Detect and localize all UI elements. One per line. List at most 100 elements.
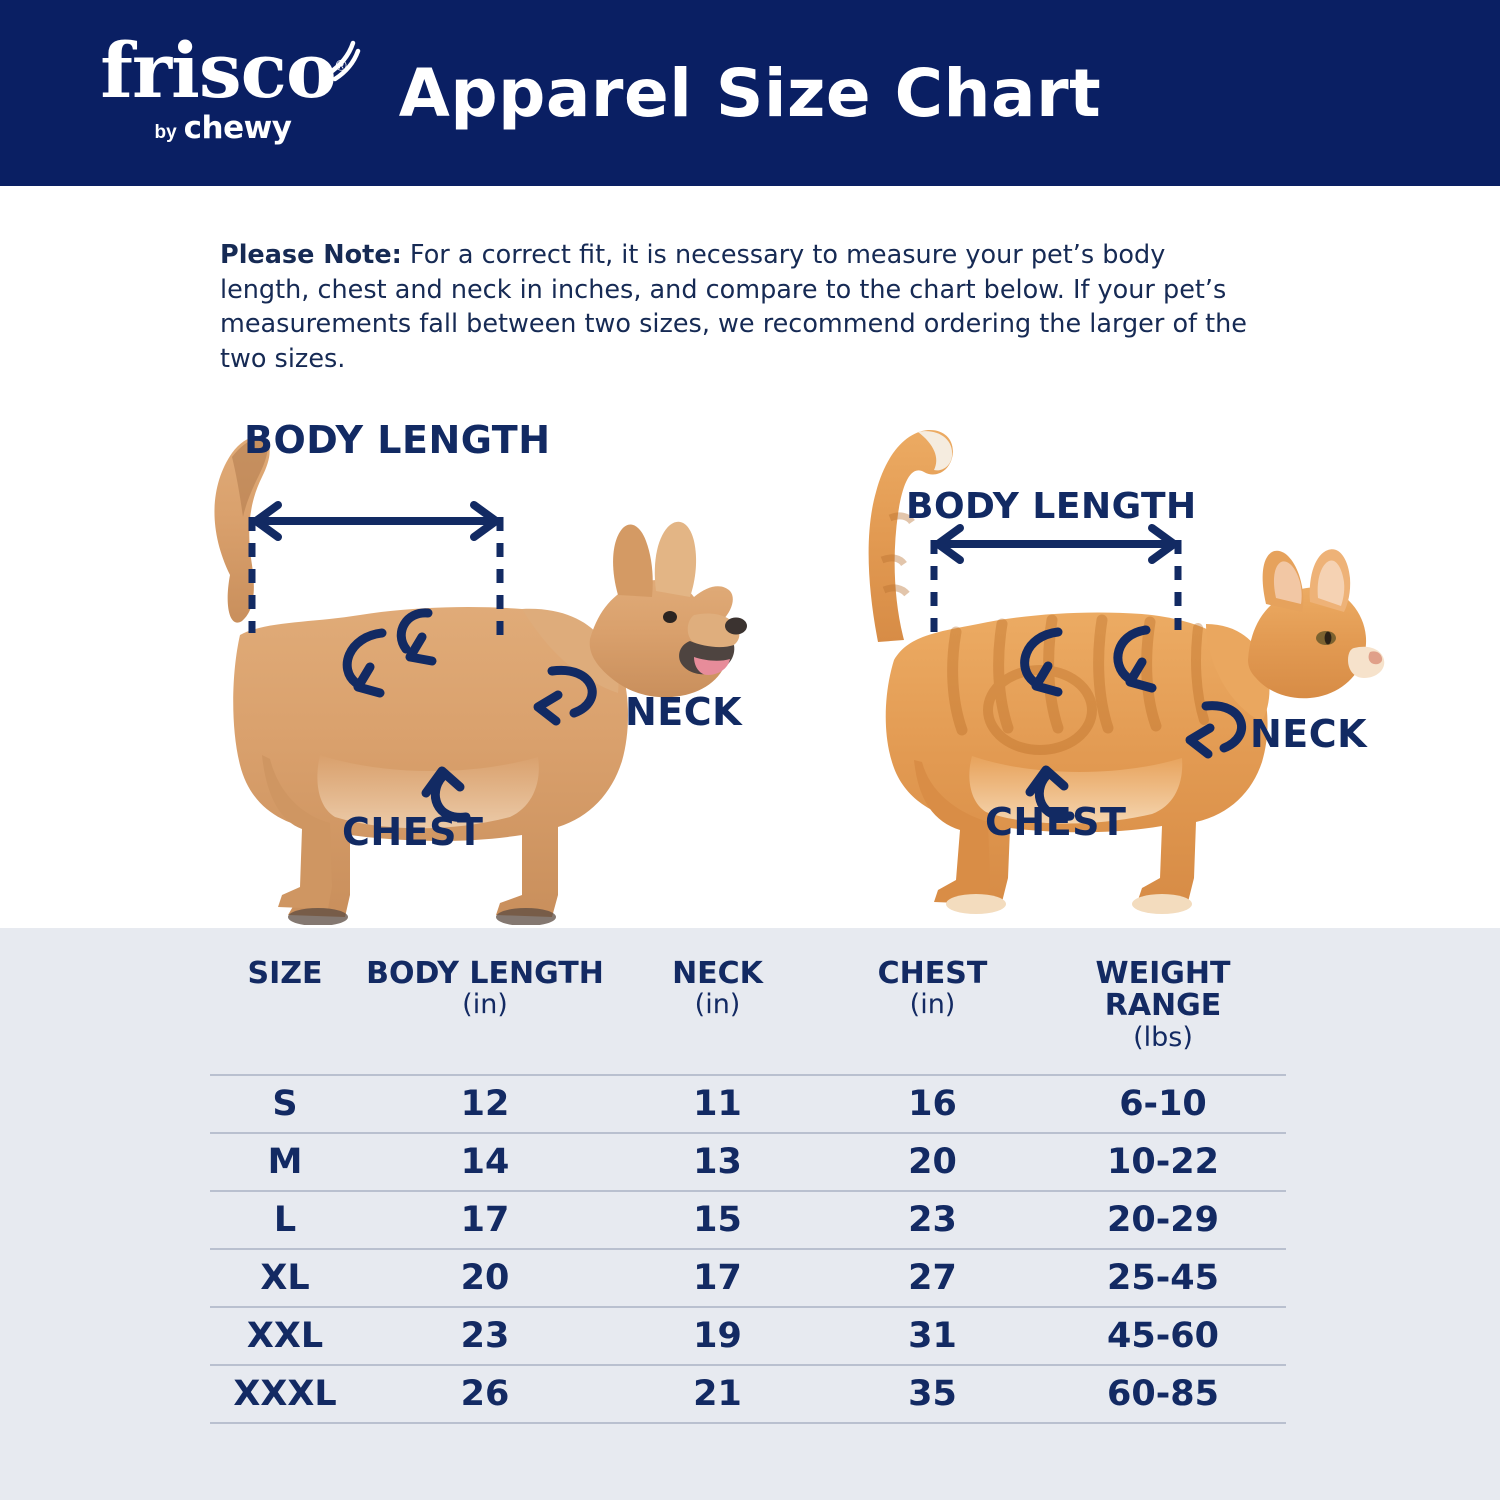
please-note-body: For a correct fit, it is necessary to me… (220, 240, 1247, 375)
cell-weight-range: 60-85 (1040, 1363, 1286, 1424)
cell-neck: 11 (610, 1073, 825, 1133)
cat-belly (969, 756, 1183, 824)
dog-chest-loop-top (342, 628, 387, 688)
dog-tail (214, 437, 270, 623)
cell-size: L (210, 1189, 360, 1249)
dog-paw-rear (288, 908, 348, 925)
table-row: XXXL 26 21 35 60-85 (210, 1363, 1286, 1424)
dog-chest-arrowhead-bottom (421, 766, 465, 798)
cat-nose (1368, 651, 1383, 665)
cat-tail-stripes (880, 512, 915, 597)
cell-body-length: 12 (360, 1073, 610, 1133)
cat-head (1248, 587, 1367, 699)
cell-neck: 21 (610, 1363, 825, 1424)
cat-paw-front (1132, 894, 1192, 914)
dog-chest-loop-mid (396, 608, 433, 654)
cat-chest-label: CHEST (985, 800, 1127, 844)
cat-ear-back-inner (1273, 561, 1302, 604)
dog-neck-arrowhead (533, 690, 563, 726)
dog-arrowhead-left (252, 501, 282, 541)
dog-body-length-label: BODY LENGTH (244, 418, 551, 462)
cell-size: S (210, 1073, 360, 1133)
table-row: M 14 13 20 10-22 (210, 1131, 1286, 1191)
cell-weight-range: 25-45 (1040, 1247, 1286, 1307)
frisco-logo: frisco® by chewy (78, 33, 368, 164)
cell-body-length: 17 (360, 1189, 610, 1249)
dog-eye (663, 611, 677, 623)
cat-chest-arrowhead-bottom (1025, 765, 1069, 797)
cat-body-length-label: BODY LENGTH (906, 486, 1197, 527)
cell-neck: 13 (610, 1131, 825, 1191)
cat-tail-tip (918, 431, 953, 471)
cat-tail (868, 429, 953, 642)
dog-chest-label: CHEST (342, 810, 484, 854)
size-table: SIZE BODY LENGTH (in) NECK (in) CHEST (i… (210, 956, 1286, 1424)
dog-nose (725, 617, 747, 635)
cat-neck-loop (1201, 701, 1246, 753)
table-row: S 12 11 16 6-10 (210, 1073, 1286, 1133)
table-row: L 17 15 23 20-29 (210, 1189, 1286, 1249)
table-header-row: SIZE BODY LENGTH (in) NECK (in) CHEST (i… (210, 956, 1286, 1075)
dog-illustration (214, 437, 747, 925)
dog-ear-front (654, 521, 697, 597)
column-header-size: SIZE (247, 956, 323, 991)
by-label: by (154, 122, 177, 144)
page-header: frisco® by chewy Apparel Size Chart (0, 0, 1500, 186)
cat-neck-arrowhead (1185, 723, 1215, 759)
registered-trademark-icon: ® (335, 57, 347, 75)
cat-neck-arrowhead-inner (1125, 657, 1157, 693)
dog-hind-leg (262, 755, 332, 909)
cell-size: M (210, 1131, 360, 1191)
cell-chest: 23 (825, 1189, 1040, 1249)
chewy-wordmark: chewy (183, 110, 292, 147)
table-row: XXL 23 19 31 45-60 (210, 1305, 1286, 1365)
dog-arrowhead-right (470, 501, 500, 541)
cell-neck: 17 (610, 1247, 825, 1307)
cat-chest-arrowhead-top (1031, 661, 1063, 697)
size-table-section: SIZE BODY LENGTH (in) NECK (in) CHEST (i… (0, 928, 1500, 1500)
column-header-neck: NECK (in) (672, 956, 763, 1021)
dog-tongue (694, 657, 730, 675)
cell-body-length: 26 (360, 1363, 610, 1424)
cell-weight-range: 6-10 (1040, 1073, 1286, 1133)
cell-weight-range: 45-60 (1040, 1305, 1286, 1365)
cell-body-length: 23 (360, 1305, 610, 1365)
measurement-illustrations: BODY LENGTH NECK CHEST (0, 400, 1500, 928)
cell-weight-range: 10-22 (1040, 1131, 1286, 1191)
dog-body (233, 607, 628, 917)
brand-name: frisco (100, 26, 336, 115)
dog-paw-front (496, 908, 556, 925)
please-note-label: Please Note: (220, 240, 402, 270)
cat-ear-front-inner (1317, 560, 1345, 606)
table-row: XL 20 17 27 25-45 (210, 1247, 1286, 1307)
cell-size: XXL (210, 1305, 360, 1365)
dog-shoulder (522, 608, 619, 693)
please-note-text: Please Note: For a correct fit, it is ne… (220, 238, 1250, 377)
dog-tail-shade (232, 438, 268, 517)
dog-neck-loop (547, 665, 597, 718)
size-table-header: SIZE BODY LENGTH (in) NECK (in) CHEST (i… (210, 956, 1286, 1075)
column-header-weight-range: WEIGHT RANGE (lbs) (1095, 956, 1231, 1053)
cat-illustration (868, 429, 1385, 914)
cell-weight-range: 20-29 (1040, 1189, 1286, 1249)
cell-chest: 20 (825, 1131, 1040, 1191)
cat-hind-leg (914, 760, 990, 904)
swoosh-icon (325, 40, 360, 82)
dog-chest-arrowhead-top (353, 662, 385, 698)
column-header-chest: CHEST (in) (877, 956, 988, 1021)
dog-chest-arrowhead-mid (405, 632, 437, 666)
cell-size: XL (210, 1247, 360, 1307)
column-header-body-length: BODY LENGTH (in) (366, 956, 604, 1021)
cat-neck-label: NECK (1250, 712, 1368, 756)
cell-chest: 27 (825, 1247, 1040, 1307)
cat-arrowhead-left (934, 524, 964, 564)
cat-chest-loop-top (1020, 627, 1063, 687)
cell-body-length: 14 (360, 1131, 610, 1191)
cell-size: XXXL (210, 1363, 360, 1424)
brand-wordmark: frisco® (100, 33, 360, 109)
cell-neck: 19 (610, 1305, 825, 1365)
size-table-body: S 12 11 16 6-10 M 14 13 20 10-22 L 17 15 (210, 1073, 1286, 1424)
by-chewy-lockup: by chewy (154, 110, 292, 147)
cat-pupil (1324, 631, 1332, 645)
